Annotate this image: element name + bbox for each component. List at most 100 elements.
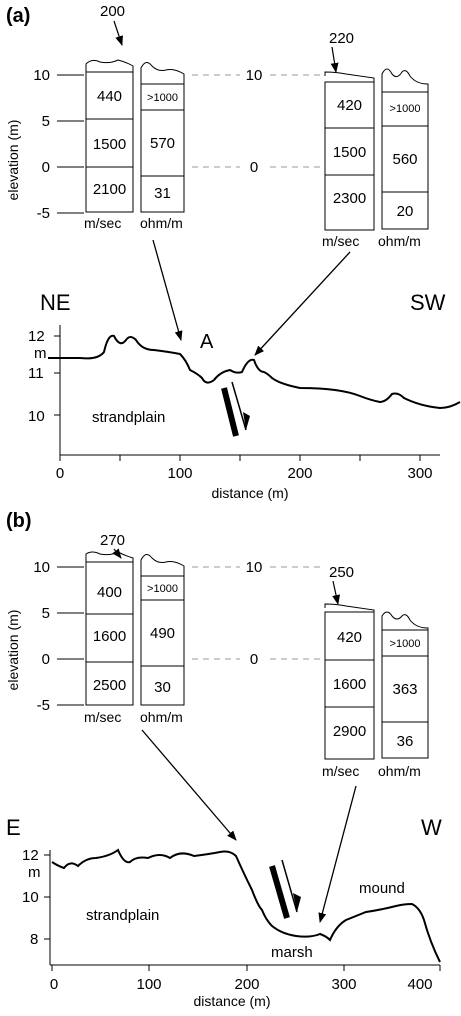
resistivity-layer-value: >1000 [390, 103, 421, 115]
profile-x-tick: 0 [56, 465, 64, 482]
profile-x-tick: 300 [407, 465, 432, 482]
resistivity-unit: ohm/m [140, 215, 183, 231]
panel-a-profile: NE SW A 12 m 11 10 0 100 200 300 dis [28, 290, 461, 501]
panel-a-pointer-arrow [254, 251, 351, 356]
profile-y-unit: m [28, 864, 41, 881]
panel-b: (b) elevation (m) 10 5 0 -5 10 0 270 [5, 510, 442, 1009]
direction-label-right: W [421, 815, 442, 840]
resistivity-layer-value: >1000 [390, 638, 421, 650]
profile-x-title: distance (m) [193, 993, 270, 1009]
terrain-profile-line [48, 334, 461, 410]
panel-a-center-tick: 10 [246, 67, 263, 84]
resistivity-layer-value: 363 [392, 681, 417, 698]
profile-y-tick: 12 [22, 847, 39, 864]
velocity-unit: m/sec [84, 709, 121, 725]
resistivity-layer-value: 490 [150, 625, 175, 642]
terrain-label: mound [359, 880, 405, 897]
panel-a-elev-tick: 5 [42, 113, 50, 130]
panel-a-elevation-axis: elevation (m) 10 5 0 -5 [5, 67, 84, 222]
profile-x-tick: 100 [167, 465, 192, 482]
panel-b-profile: E W 12 m 10 8 0 100 200 300 400 distance… [6, 815, 442, 1009]
velocity-layer-value: 1500 [93, 136, 126, 153]
panel-b-center-tick: 10 [246, 559, 263, 576]
profile-x-tick: 200 [287, 465, 312, 482]
profile-x-tick: 200 [234, 976, 259, 993]
fault-offset-line [231, 381, 247, 431]
panel-a-elev-tick: -5 [37, 205, 50, 222]
resistivity-layer-value: 36 [397, 733, 414, 750]
direction-label-left: NE [40, 290, 71, 315]
panel-b-pointer-arrow [141, 729, 237, 841]
profile-y-tick: 10 [22, 889, 39, 906]
panel-b-elevation-axis: elevation (m) 10 5 0 -5 [5, 559, 84, 714]
velocity-layer-value: 2900 [333, 723, 366, 740]
velocity-layer-value: 1500 [333, 144, 366, 161]
velocity-unit: m/sec [322, 763, 359, 779]
velocity-layer-value: 2500 [93, 677, 126, 694]
velocity-layer-value: 420 [337, 629, 362, 646]
panel-b-elev-tick: -5 [37, 697, 50, 714]
profile-x-tick: 0 [50, 976, 58, 993]
direction-label-right: SW [410, 290, 446, 315]
profile-y-tick: 12 [28, 328, 45, 345]
panel-b-pointer-arrow [318, 785, 357, 923]
panel-a-elevation-title: elevation (m) [5, 120, 21, 201]
resistivity-layer-value: 31 [154, 185, 171, 202]
velocity-layer-value: 440 [97, 88, 122, 105]
profile-y-unit: m [34, 345, 47, 362]
resistivity-layer-value: 570 [150, 135, 175, 152]
panel-a-label: (a) [6, 5, 30, 27]
resistivity-layer-value: 560 [392, 151, 417, 168]
panel-a-elev-tick: 0 [42, 159, 50, 176]
terrain-label: strandplain [92, 409, 165, 426]
surface-velocity-label: 270 [100, 532, 125, 549]
terrain-label: strandplain [86, 907, 159, 924]
velocity-layer-value: 400 [97, 584, 122, 601]
panel-a: (a) elevation (m) 10 5 0 -5 10 0 200 [5, 3, 461, 501]
surface-velocity-label: 250 [329, 564, 354, 581]
terrain-label: marsh [271, 944, 313, 961]
panel-b-left-column: 270 400 1600 2500 m/sec >1000 490 30 ohm… [84, 532, 185, 725]
panel-b-elev-tick: 0 [42, 651, 50, 668]
velocity-layer-value: 1600 [333, 676, 366, 693]
profile-x-tick: 100 [136, 976, 161, 993]
velocity-layer-value: 2300 [333, 190, 366, 207]
panel-b-elev-tick: 5 [42, 605, 50, 622]
resistivity-unit: ohm/m [378, 233, 421, 249]
velocity-unit: m/sec [84, 215, 121, 231]
panel-a-center-tick: 0 [250, 159, 258, 176]
fault-slip-arrowhead [293, 893, 301, 912]
terrain-profile-line [51, 848, 441, 963]
panel-a-left-column: 200 440 1500 2100 m/sec >1000 570 31 ohm… [84, 3, 185, 231]
velocity-layer-value: 2100 [93, 181, 126, 198]
direction-label-left: E [6, 815, 21, 840]
surface-velocity-label: 200 [100, 3, 125, 20]
fault-offset-line [281, 859, 298, 913]
resistivity-layer-value: >1000 [147, 92, 178, 104]
profile-y-tick: 11 [28, 365, 44, 382]
profile-y-tick: 10 [28, 408, 45, 425]
panel-a-elev-tick: 10 [33, 67, 50, 84]
profile-x-title: distance (m) [211, 485, 288, 501]
panel-a-pointer-arrow [152, 239, 183, 341]
panel-a-right-column: 220 420 1500 2300 m/sec >1000 560 20 ohm… [322, 30, 429, 249]
resistivity-layer-value: 30 [154, 679, 171, 696]
resistivity-unit: ohm/m [140, 709, 183, 725]
profile-x-tick: 400 [407, 976, 432, 993]
panel-b-elev-tick: 10 [33, 559, 50, 576]
velocity-unit: m/sec [322, 233, 359, 249]
panel-b-label: (b) [6, 510, 32, 532]
profile-y-tick: 8 [30, 931, 38, 948]
panel-b-center-tick: 0 [250, 651, 258, 668]
resistivity-layer-value: 20 [397, 203, 414, 220]
resistivity-unit: ohm/m [378, 763, 421, 779]
panel-b-elevation-title: elevation (m) [5, 610, 21, 691]
fault-symbol [221, 387, 239, 437]
velocity-layer-value: 1600 [93, 628, 126, 645]
site-point-label: A [200, 331, 214, 353]
panel-b-right-column: 250 420 1600 2900 m/sec >1000 363 36 ohm… [322, 564, 429, 779]
resistivity-layer-value: >1000 [147, 583, 178, 595]
surface-velocity-label: 220 [329, 30, 354, 47]
profile-x-tick: 300 [331, 976, 356, 993]
